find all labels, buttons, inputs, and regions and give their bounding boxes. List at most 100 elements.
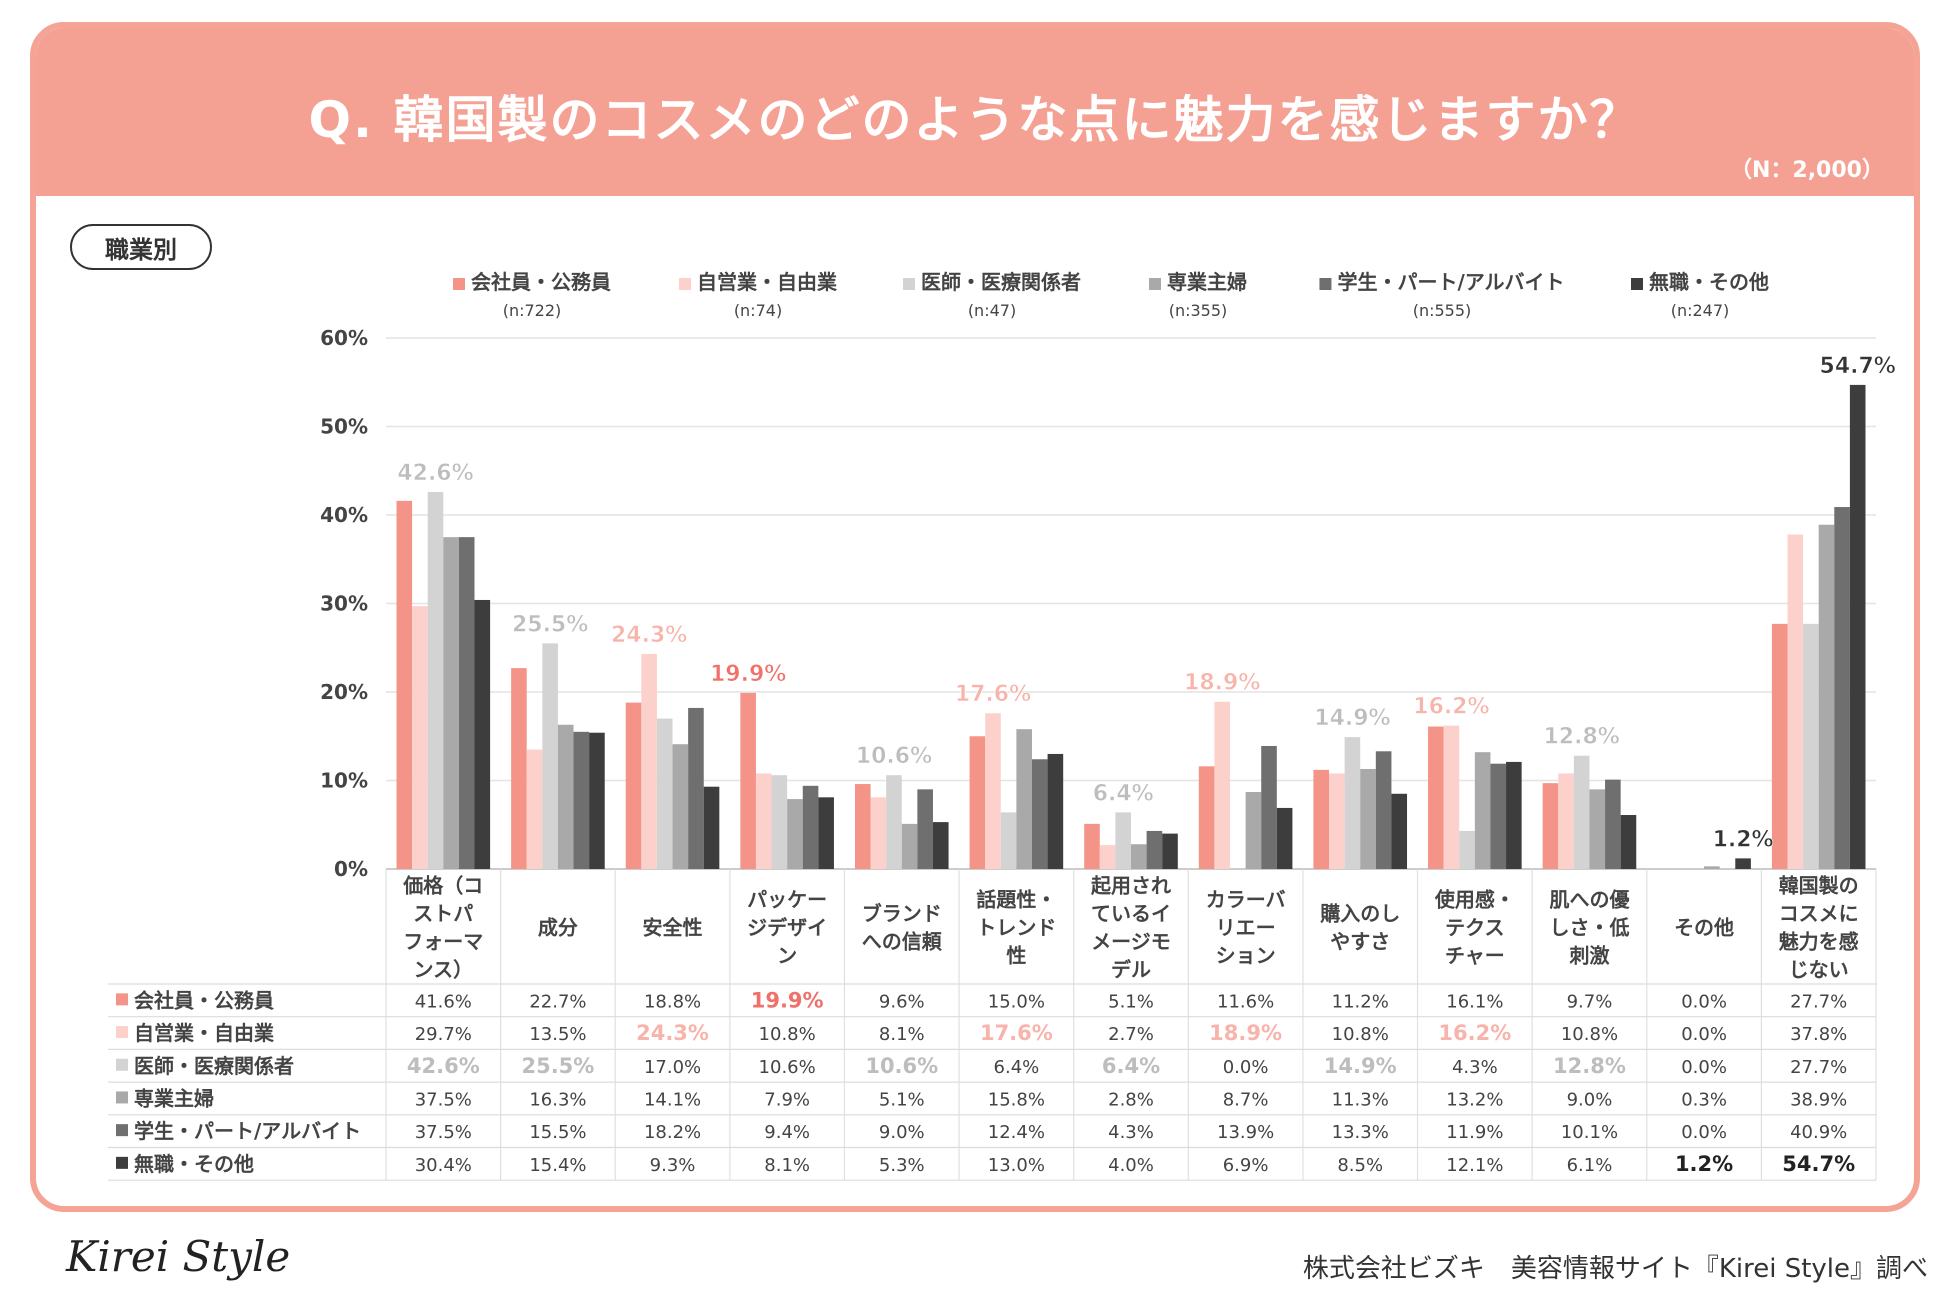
table-cell: 2.7%	[1108, 1024, 1154, 1045]
table-cell: 8.7%	[1223, 1089, 1269, 1110]
bar	[641, 653, 657, 869]
table-cell: 17.6%	[980, 1021, 1053, 1045]
bar	[870, 797, 887, 869]
table-cell: 40.9%	[1790, 1122, 1847, 1143]
y-tick-label: 60%	[320, 326, 368, 350]
x-category-label: リエー	[1216, 916, 1276, 940]
bar	[443, 537, 459, 869]
table-cell: 24.3%	[636, 1021, 709, 1045]
bar	[1573, 755, 1590, 869]
table-cell: 9.6%	[879, 991, 925, 1012]
table-row-header: 学生・パート/アルバイト	[134, 1119, 361, 1143]
table-cell: 30.4%	[415, 1155, 472, 1176]
bar	[703, 786, 720, 869]
bar	[656, 718, 673, 869]
table-cell: 8.5%	[1337, 1155, 1383, 1176]
bar	[854, 784, 871, 869]
table-row-header: 自営業・自由業	[134, 1021, 275, 1045]
table-cell: 15.5%	[529, 1122, 586, 1143]
legend-item: 学生・パート/アルバイト (n:555)	[1319, 266, 1565, 320]
table-cell: 6.9%	[1223, 1155, 1269, 1176]
bar	[771, 775, 788, 869]
x-category-label: 安全性	[643, 916, 703, 940]
bar	[1459, 830, 1475, 869]
bar	[1490, 763, 1507, 869]
bar	[932, 822, 949, 869]
legend-label: 医師・医療関係者	[903, 266, 1081, 295]
bar	[1245, 792, 1262, 869]
legend-item: 会社員・公務員 (n:722)	[453, 266, 611, 320]
bar	[1276, 807, 1293, 869]
x-category-label: メージモ	[1091, 930, 1171, 954]
table-cell: 7.9%	[764, 1089, 810, 1110]
peak-data-label: 6.4%	[1093, 781, 1154, 806]
table-cell: 2.8%	[1108, 1089, 1154, 1110]
bar	[1834, 507, 1850, 869]
table-cell: 10.6%	[865, 1054, 938, 1078]
x-category-label: トレンド	[976, 916, 1056, 940]
table-cell: 38.9%	[1790, 1089, 1847, 1110]
brand-logo: Kirei Style	[66, 1232, 291, 1281]
legend-item: 専業主婦 (n:355)	[1149, 266, 1247, 320]
peak-data-label: 1.2%	[1713, 827, 1774, 852]
table-cell: 11.6%	[1217, 991, 1274, 1012]
bar	[1375, 751, 1392, 869]
x-category-label: への信頼	[862, 930, 943, 954]
x-category-label: テクス	[1445, 916, 1504, 940]
table-cell: 22.7%	[529, 991, 586, 1012]
x-category-label: パッケー	[747, 888, 827, 912]
table-row-header: 無職・その他	[134, 1152, 254, 1176]
table-cell: 27.7%	[1790, 1057, 1847, 1078]
table-cell: 10.8%	[759, 1024, 816, 1045]
table-row-header: 専業主婦	[134, 1086, 214, 1110]
bar	[802, 785, 819, 869]
bar	[458, 537, 475, 869]
table-cell: 10.8%	[1332, 1024, 1389, 1045]
bar	[985, 713, 1001, 869]
bar	[1803, 623, 1819, 869]
bar	[1443, 725, 1460, 869]
x-category-label: じない	[1789, 958, 1849, 982]
bar	[427, 491, 444, 869]
legend-count: (n:722)	[502, 301, 562, 320]
table-cell: 12.8%	[1553, 1054, 1626, 1078]
table-cell: 14.9%	[1324, 1054, 1397, 1078]
bar	[755, 773, 772, 869]
x-category-label: 話題性・	[976, 888, 1056, 912]
peak-data-label: 16.2%	[1413, 695, 1489, 720]
bar	[917, 789, 933, 869]
x-category-label: 肌への優	[1549, 888, 1630, 912]
table-cell: 10.6%	[759, 1057, 816, 1078]
legend-swatch	[1319, 277, 1332, 290]
header-banner: Q. 韓国製のコスメのどのような点に魅力を感じますか？ （N：2,000）	[36, 28, 1914, 196]
table-cell: 27.7%	[1790, 991, 1847, 1012]
peak-data-label: 18.9%	[1184, 671, 1260, 696]
bar	[412, 606, 428, 869]
bar	[1131, 844, 1147, 869]
bar	[1099, 845, 1116, 869]
x-category-label: しさ・低	[1549, 916, 1629, 940]
table-row-swatch	[116, 1124, 128, 1137]
bar	[1735, 858, 1751, 869]
legend-swatch	[1149, 277, 1161, 290]
bar	[589, 732, 605, 869]
table-cell: 0.0%	[1681, 991, 1727, 1012]
legend-label: 会社員・公務員	[453, 266, 611, 295]
bar	[1084, 823, 1100, 869]
x-category-label: ストパ	[413, 902, 473, 926]
table-cell: 15.0%	[988, 991, 1045, 1012]
table-cell: 14.1%	[644, 1089, 701, 1110]
x-category-label: 使用感・	[1434, 888, 1515, 912]
bar	[787, 799, 803, 869]
bar	[1344, 737, 1361, 869]
bar	[886, 775, 902, 869]
legend-count: (n:74)	[733, 301, 783, 320]
table-cell: 5.1%	[879, 1089, 925, 1110]
legend-label: 自営業・自由業	[679, 266, 837, 295]
x-category-label: 価格（コ	[402, 874, 483, 898]
bar	[1589, 789, 1606, 869]
table-cell: 11.3%	[1332, 1089, 1389, 1110]
table-cell: 37.5%	[415, 1089, 472, 1110]
bar	[474, 599, 491, 869]
